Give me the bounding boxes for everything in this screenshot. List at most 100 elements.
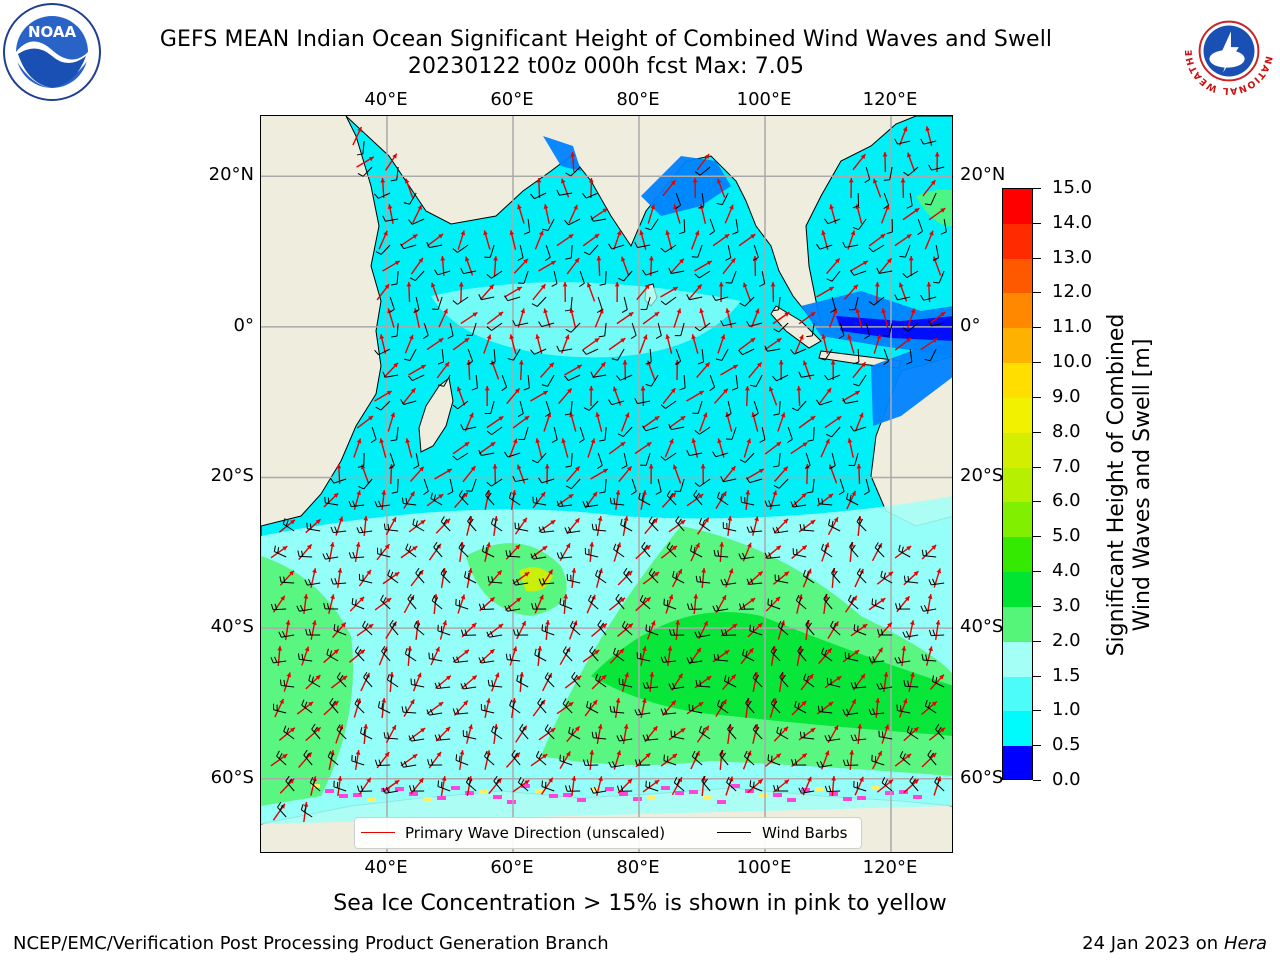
wave-arrow xyxy=(621,672,629,692)
wind-barb xyxy=(422,322,429,340)
wind-barb xyxy=(485,489,495,506)
wind-barb xyxy=(806,478,815,494)
wave-arrow xyxy=(410,569,424,587)
wind-barb xyxy=(326,648,339,662)
wind-barb xyxy=(374,759,391,767)
wind-barb xyxy=(759,270,766,287)
wind-barb xyxy=(544,672,555,688)
wind-barb xyxy=(493,775,503,792)
wind-barb xyxy=(541,624,555,636)
wind-barb xyxy=(691,244,703,258)
wave-arrow xyxy=(433,593,439,615)
wave-arrow xyxy=(898,126,908,146)
wind-barb xyxy=(363,671,373,688)
wave-arrow xyxy=(671,673,684,691)
wind-barb xyxy=(387,569,399,584)
wind-barb xyxy=(660,708,677,715)
wind-barb xyxy=(791,759,807,766)
wave-arrow xyxy=(505,752,521,768)
wave-arrow xyxy=(852,153,866,171)
wind-barb xyxy=(770,698,781,714)
wave-arrow xyxy=(673,308,682,328)
wave-arrow xyxy=(794,334,804,354)
wave-arrow xyxy=(868,233,886,247)
wind-barb xyxy=(586,701,599,714)
wave-arrow xyxy=(672,464,682,484)
wave-arrow xyxy=(827,724,839,744)
wind-barb xyxy=(440,568,451,584)
wave-arrow xyxy=(616,311,634,325)
wave-arrow xyxy=(466,516,473,536)
wind-barb xyxy=(749,624,763,636)
wind-barb xyxy=(791,400,807,412)
wind-barb xyxy=(486,426,503,436)
wind-barb xyxy=(568,726,581,740)
wind-barb xyxy=(541,780,555,792)
wave-arrow xyxy=(881,724,890,744)
wind-barb xyxy=(871,754,885,766)
wind-barb xyxy=(640,452,651,466)
colorbar-segment xyxy=(1003,502,1032,539)
wave-arrow xyxy=(665,334,673,354)
map-canvas[interactable] xyxy=(261,116,953,853)
wind-barb xyxy=(694,478,711,487)
wind-barb xyxy=(695,575,711,584)
wave-arrow xyxy=(506,387,521,405)
wind-barb xyxy=(465,478,477,492)
wind-barb xyxy=(932,244,940,261)
wind-barb xyxy=(327,751,339,766)
wind-barb xyxy=(712,295,729,301)
wave-arrow xyxy=(686,390,705,402)
colorbar xyxy=(1002,188,1033,780)
colorbar-tick-label: 14.0 xyxy=(1052,211,1093,233)
sea-ice-cell xyxy=(507,800,516,804)
sea-ice-cell xyxy=(563,793,572,797)
wave-arrow xyxy=(618,465,633,483)
wave-arrow xyxy=(410,257,424,275)
wave-arrow xyxy=(465,724,473,744)
wind-barb xyxy=(694,270,711,279)
wave-arrow xyxy=(696,361,711,379)
wave-arrow xyxy=(348,649,366,663)
wind-barb xyxy=(641,541,651,558)
wave-arrow xyxy=(716,178,726,198)
wind-barb xyxy=(489,348,496,365)
wind-barb xyxy=(538,578,555,585)
wave-arrow xyxy=(899,698,908,718)
wave-arrow xyxy=(595,412,603,432)
wind-barb xyxy=(386,673,399,688)
wind-barb xyxy=(877,629,893,636)
wave-arrow xyxy=(589,541,595,563)
wave-arrow xyxy=(750,308,760,328)
wind-barb xyxy=(630,478,637,496)
wind-barb xyxy=(824,785,841,793)
wave-arrow xyxy=(829,308,838,328)
wave-arrow xyxy=(742,282,752,302)
wind-barb xyxy=(464,571,477,584)
wave-arrow xyxy=(508,438,518,458)
wave-arrow xyxy=(642,779,660,793)
wave-arrow xyxy=(820,438,830,458)
wind-barb xyxy=(391,322,399,338)
wind-barb xyxy=(590,786,607,794)
wind-barb xyxy=(582,192,599,199)
map-panel[interactable] xyxy=(260,115,953,853)
wave-arrow xyxy=(337,775,343,797)
wave-arrow xyxy=(848,177,854,199)
sea-ice-cell xyxy=(675,791,684,795)
wave-arrow xyxy=(613,230,622,250)
wave-arrow xyxy=(798,311,816,325)
wave-arrow xyxy=(620,256,630,276)
wave-arrow xyxy=(640,646,647,666)
wave-arrow xyxy=(642,415,660,429)
wind-barb xyxy=(486,322,503,331)
wind-barb xyxy=(690,545,703,558)
wave-arrow xyxy=(323,648,340,664)
wind-barb xyxy=(776,726,789,740)
wind-barb xyxy=(853,348,860,365)
wave-arrow xyxy=(686,493,704,507)
wind-barb xyxy=(642,682,659,689)
sea-ice-cell xyxy=(423,797,432,801)
lon-tick-label: 40°E xyxy=(364,89,408,110)
wind-barb xyxy=(849,296,859,311)
